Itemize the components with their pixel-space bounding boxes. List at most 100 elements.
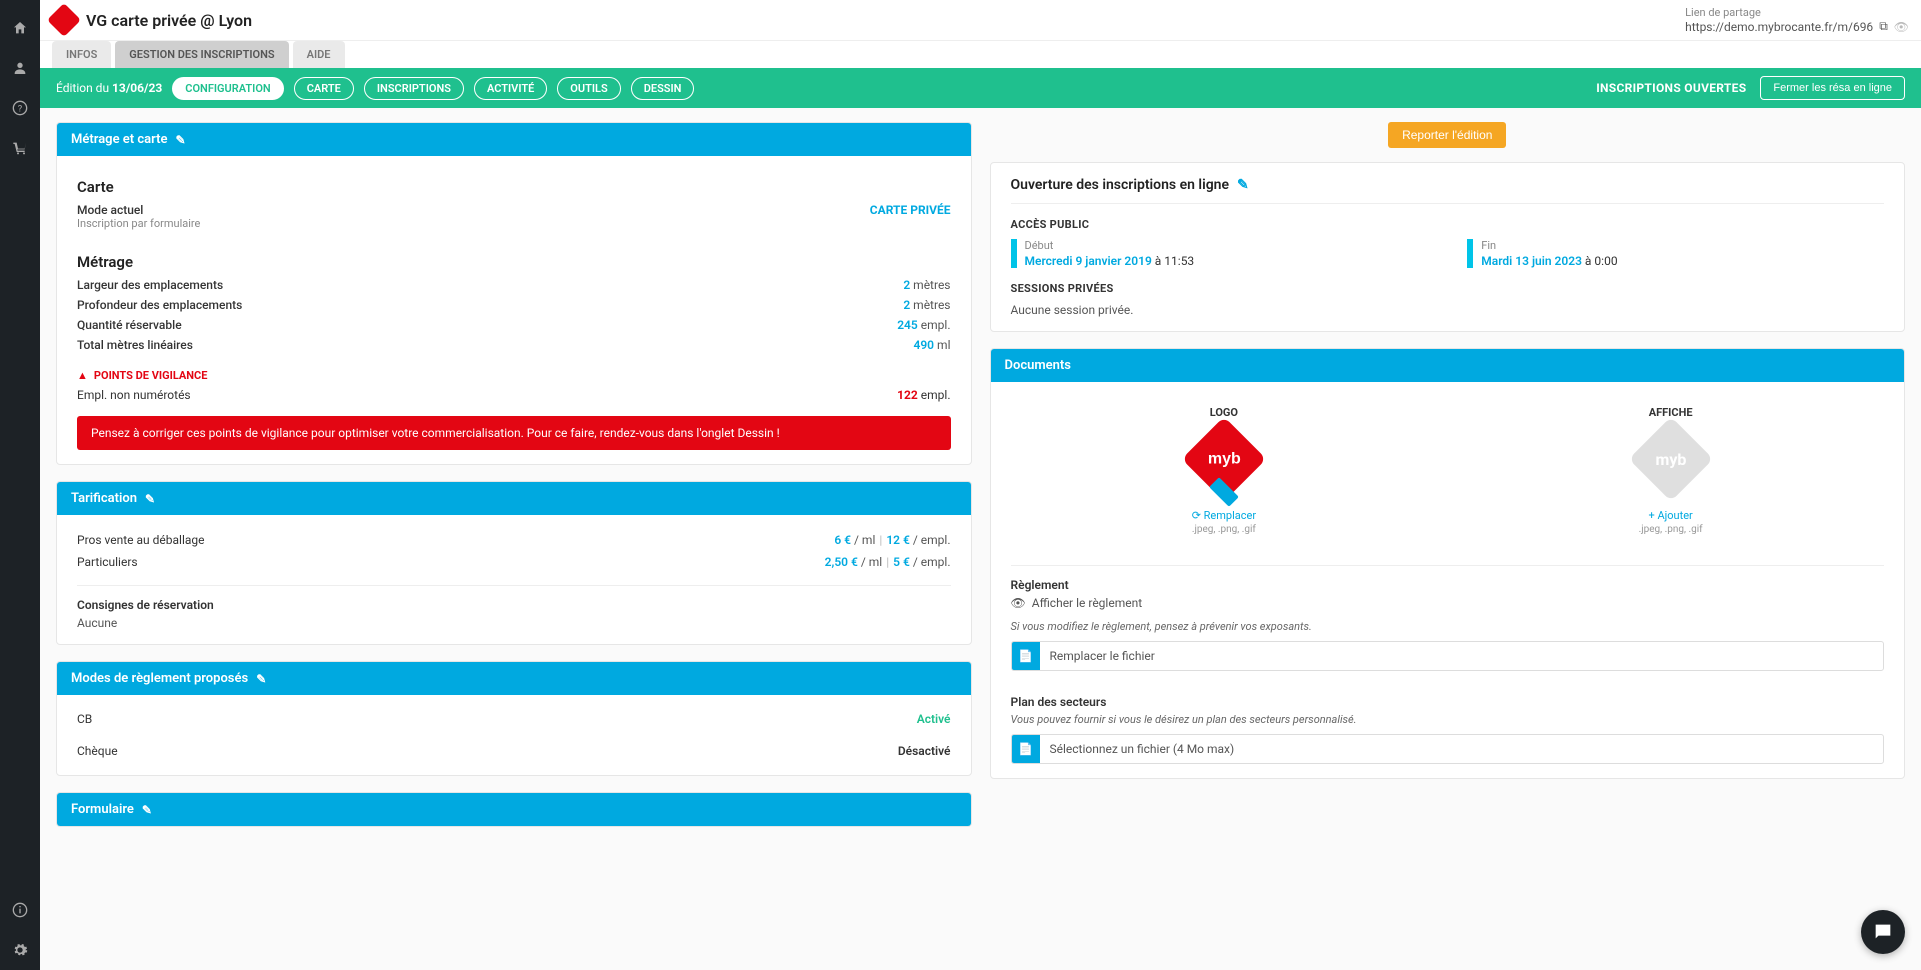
- profondeur-val: 2: [903, 298, 910, 312]
- file-icon: 📄: [1012, 735, 1040, 763]
- pill-inscriptions[interactable]: INSCRIPTIONS: [364, 77, 464, 100]
- reglement-view-link[interactable]: 👁Afficher le règlement: [1011, 596, 1885, 610]
- card-ouverture: Ouverture des inscriptions en ligne ✎ AC…: [990, 162, 1906, 332]
- svg-text:?: ?: [18, 103, 23, 114]
- share-box: Lien de partage https://demo.mybrocante.…: [1685, 6, 1909, 34]
- card-tarification: Tarification ✎ Pros vente au déballage 6…: [56, 481, 972, 645]
- reglement-note: Si vous modifiez le règlement, pensez à …: [1011, 620, 1885, 633]
- cb-label: CB: [77, 712, 92, 726]
- doc-affiche-label: AFFICHE: [1457, 406, 1884, 419]
- pill-dessin[interactable]: DESSIN: [631, 77, 695, 100]
- share-label: Lien de partage: [1685, 6, 1909, 19]
- debut-label: Début: [1025, 239, 1428, 252]
- sessions-val: Aucune session privée.: [1011, 303, 1885, 317]
- quantite-val: 245: [897, 318, 918, 332]
- home-icon[interactable]: [0, 8, 40, 48]
- edit-icon[interactable]: ✎: [142, 803, 152, 817]
- tab-aide[interactable]: AIDE: [293, 41, 345, 68]
- pros-price: 6 € / ml|12 € / empl.: [834, 533, 950, 547]
- plan-label: Plan des secteurs: [1011, 695, 1885, 709]
- part-price: 2,50 € / ml|5 € / empl.: [825, 555, 951, 569]
- part-label: Particuliers: [77, 555, 138, 569]
- vigilance-title: ▲POINTS DE VIGILANCE: [77, 369, 951, 382]
- vig-val: 122: [897, 388, 918, 402]
- card-metrage: Métrage et carte ✎ Carte Mode actuel Ins…: [56, 122, 972, 465]
- quantite-label: Quantité réservable: [77, 318, 182, 332]
- pill-carte[interactable]: CARTE: [294, 77, 354, 100]
- pill-activite[interactable]: ACTIVITÉ: [474, 77, 547, 100]
- card-modes: Modes de règlement proposés ✎ CB Activé C…: [56, 661, 972, 776]
- inscriptions-status: INSCRIPTIONS OUVERTES: [1596, 81, 1746, 95]
- fin-value: Mardi 13 juin 2023 à 0:00: [1481, 254, 1884, 268]
- vig-unit: empl.: [921, 388, 951, 402]
- cheque-label: Chèque: [77, 744, 118, 758]
- cart-icon[interactable]: [0, 128, 40, 168]
- copy-icon[interactable]: ⧉: [1879, 19, 1888, 34]
- debut-value: Mercredi 9 janvier 2019 à 11:53: [1025, 254, 1428, 268]
- fin-label: Fin: [1481, 239, 1884, 252]
- app-logo: [47, 3, 81, 37]
- close-resa-button[interactable]: Fermer les résa en ligne: [1760, 76, 1905, 100]
- consignes-label: Consignes de réservation: [77, 598, 951, 612]
- modes-header: Modes de règlement proposés: [71, 671, 248, 686]
- share-url: https://demo.mybrocante.fr/m/696: [1685, 20, 1873, 34]
- topbar: VG carte privée @ Lyon Lien de partage h…: [40, 0, 1921, 41]
- quantite-unit: empl.: [921, 318, 951, 332]
- page-title: VG carte privée @ Lyon: [86, 11, 252, 30]
- largeur-val: 2: [903, 278, 910, 292]
- ouverture-title: Ouverture des inscriptions en ligne: [1011, 177, 1230, 193]
- tarif-header: Tarification: [71, 491, 137, 506]
- plan-note: Vous pouvez fournir si vous le désirez u…: [1011, 713, 1885, 726]
- file-icon: 📄: [1012, 642, 1040, 670]
- edit-icon[interactable]: ✎: [256, 672, 266, 686]
- chat-bubble[interactable]: [1861, 910, 1905, 954]
- logo-preview: myb: [1188, 429, 1260, 501]
- affiche-add-link[interactable]: + Ajouter: [1457, 509, 1884, 522]
- pill-outils[interactable]: OUTILS: [557, 77, 620, 100]
- reglement-replace-button[interactable]: 📄 Remplacer le fichier: [1011, 641, 1885, 671]
- edit-icon[interactable]: ✎: [145, 492, 155, 506]
- sidebar-left: ?: [0, 0, 40, 970]
- affiche-formats: .jpeg, .png, .gif: [1457, 524, 1884, 535]
- top-tabs: INFOS GESTION DES INSCRIPTIONS AIDE: [40, 41, 1921, 68]
- metrage-header: Métrage et carte: [71, 132, 168, 147]
- edit-icon[interactable]: ✎: [176, 133, 186, 147]
- total-label: Total mètres linéaires: [77, 338, 193, 352]
- metrage-title: Métrage: [77, 253, 951, 271]
- logo-formats: .jpeg, .png, .gif: [1011, 524, 1438, 535]
- user-icon[interactable]: [0, 48, 40, 88]
- acces-label: ACCÈS PUBLIC: [1011, 218, 1885, 231]
- mode-sub: Inscription par formulaire: [77, 217, 200, 230]
- tab-gestion[interactable]: GESTION DES INSCRIPTIONS: [115, 41, 288, 68]
- mode-label: Mode actuel: [77, 203, 200, 217]
- reglement-label: Règlement: [1011, 578, 1885, 592]
- report-edition-button[interactable]: Reporter l'édition: [1388, 122, 1506, 148]
- affiche-placeholder: myb: [1635, 429, 1707, 501]
- vigilance-alert: Pensez à corriger ces points de vigilanc…: [77, 416, 951, 450]
- total-unit: ml: [937, 338, 950, 352]
- sessions-label: SESSIONS PRIVÉES: [1011, 282, 1885, 295]
- logo-replace-link[interactable]: ⟳ Remplacer: [1011, 509, 1438, 522]
- profondeur-label: Profondeur des emplacements: [77, 298, 242, 312]
- documents-header: Documents: [1005, 358, 1071, 373]
- total-val: 490: [913, 338, 934, 352]
- plan-select-button[interactable]: 📄 Sélectionnez un fichier (4 Mo max): [1011, 734, 1885, 764]
- warning-icon: ▲: [77, 369, 88, 382]
- tab-infos[interactable]: INFOS: [52, 41, 111, 68]
- cb-status: Activé: [917, 712, 951, 726]
- help-icon[interactable]: ?: [0, 88, 40, 128]
- cheque-status: Désactivé: [898, 744, 951, 758]
- pill-configuration[interactable]: CONFIGURATION: [172, 77, 283, 100]
- green-toolbar: Édition du 13/06/23 CONFIGURATION CARTE …: [40, 68, 1921, 108]
- doc-logo-label: LOGO: [1011, 406, 1438, 419]
- edit-icon[interactable]: ✎: [1237, 177, 1249, 193]
- settings-icon[interactable]: [0, 930, 40, 970]
- consignes-val: Aucune: [77, 616, 951, 630]
- profondeur-unit: mètres: [913, 298, 950, 312]
- card-documents: Documents LOGO myb ⟳ Remplacer: [990, 348, 1906, 779]
- carte-title: Carte: [77, 178, 951, 196]
- largeur-unit: mètres: [913, 278, 950, 292]
- info-icon[interactable]: [0, 890, 40, 930]
- eye-icon[interactable]: 👁: [1894, 20, 1909, 34]
- mode-value: CARTE PRIVÉE: [870, 203, 951, 230]
